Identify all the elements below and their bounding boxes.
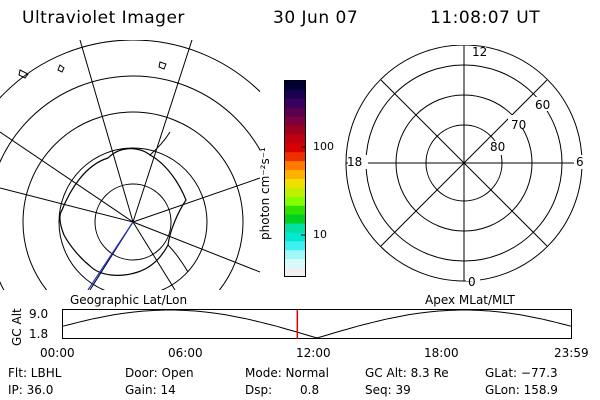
timeline-y-top: 9.0: [29, 307, 49, 321]
mlt-label-12: 12: [472, 45, 488, 59]
colorbar-swatch: [285, 170, 305, 180]
door-status: Door: Open: [125, 366, 194, 380]
time-label: 11:08:07 UT: [430, 8, 541, 28]
colorbar-swatch: [285, 161, 305, 171]
colorbar-swatch: [285, 214, 305, 225]
seq-status: Seq: 39: [365, 383, 411, 397]
colorbar-tick-10: 10: [313, 228, 327, 241]
glon-status: GLon: 158.9: [485, 383, 558, 397]
timeline-tick-0000: 00:00: [40, 346, 75, 360]
colorbar-swatch: [285, 143, 305, 153]
timeline-y-bottom: 1.8: [29, 327, 49, 341]
mode-status: Mode: Normal: [245, 366, 329, 380]
colorbar-swatch: [285, 205, 305, 216]
colorbar-swatch: [285, 152, 305, 162]
gc-alt-status: GC Alt: 8.3 Re: [365, 366, 449, 380]
apex-label: Apex MLat/MLT: [425, 293, 515, 307]
colorbar-swatch: [285, 98, 305, 109]
colorbar-swatch: [285, 232, 305, 242]
colorbar-swatch: [285, 107, 305, 118]
colorbar: [284, 80, 306, 277]
dsp-value: 0.8: [300, 383, 320, 397]
date-label: 30 Jun 07: [273, 8, 359, 28]
colorbar-swatch: [285, 89, 305, 100]
mlat-ring-60: 60: [535, 98, 551, 112]
colorbar-swatch: [285, 250, 305, 260]
polar-mlt-plot: [345, 45, 588, 282]
colorbar-swatch: [285, 241, 305, 251]
colorbar-tick-100: 100: [313, 140, 334, 153]
colorbar-swatch: [285, 116, 305, 127]
timeline-tick-1800: 18:00: [424, 346, 459, 360]
filter-status: Flt: LBHL: [8, 366, 62, 380]
glat-status: GLat: −77.3: [485, 366, 558, 380]
timeline-axis-label: GC Alt: [10, 308, 24, 346]
mlt-label-18: 18: [347, 155, 363, 169]
timeline-tick-0600: 06:00: [168, 346, 203, 360]
ip-status: IP: 36.0: [8, 383, 54, 397]
colorbar-swatch: [285, 187, 305, 198]
gain-status: Gain: 14: [125, 383, 176, 397]
colorbar-swatch: [285, 125, 305, 136]
mlt-label-0: 0: [468, 275, 476, 289]
timeline-tick-2359: 23:59: [554, 346, 589, 360]
timeline-tick-1200: 12:00: [296, 346, 331, 360]
geographic-map: [0, 40, 260, 290]
colorbar-swatch: [285, 196, 305, 207]
mlt-label-6: 6: [576, 155, 584, 169]
colorbar-swatch: [285, 259, 305, 269]
geographic-label: Geographic Lat/Lon: [70, 293, 188, 307]
colorbar-unit-label: photon cm⁻²s⁻¹: [258, 147, 272, 240]
dsp-label: Dsp:: [245, 383, 273, 397]
mlat-ring-70: 70: [511, 118, 527, 132]
colorbar-swatch: [285, 81, 305, 91]
app-title: Ultraviolet Imager: [22, 8, 185, 28]
colorbar-swatch: [285, 268, 305, 277]
colorbar-swatch: [285, 223, 305, 234]
altitude-timeline: [62, 309, 572, 339]
colorbar-swatch: [285, 134, 305, 144]
mlat-ring-80: 80: [490, 140, 506, 154]
colorbar-swatch: [285, 179, 305, 189]
